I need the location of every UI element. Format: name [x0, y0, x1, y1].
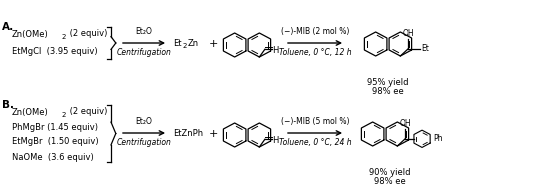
Text: +: + [208, 129, 218, 139]
Text: +: + [208, 39, 218, 49]
Text: H: H [272, 46, 279, 55]
Text: A.: A. [2, 22, 14, 32]
Text: OH: OH [402, 29, 414, 38]
Text: (−)-MIB (2 mol %): (−)-MIB (2 mol %) [281, 27, 349, 36]
Text: (−)-MIB (5 mol %): (−)-MIB (5 mol %) [281, 117, 349, 126]
Text: Et: Et [173, 40, 181, 48]
Text: OH: OH [400, 119, 411, 128]
Text: Ph: Ph [434, 134, 443, 143]
Text: Toluene, 0 °C, 12 h: Toluene, 0 °C, 12 h [279, 48, 352, 57]
Text: Toluene, 0 °C, 24 h: Toluene, 0 °C, 24 h [279, 138, 352, 147]
Text: (2 equiv): (2 equiv) [67, 29, 107, 38]
Text: 2: 2 [183, 43, 187, 49]
Text: EtZnPh: EtZnPh [173, 130, 203, 139]
Text: 90% yield: 90% yield [369, 168, 411, 177]
Text: Zn(OMe): Zn(OMe) [12, 107, 49, 117]
Text: Et₂O: Et₂O [136, 27, 152, 36]
Text: NaOMe  (3.6 equiv): NaOMe (3.6 equiv) [12, 152, 94, 162]
Text: 95% yield: 95% yield [367, 78, 409, 87]
Text: Zn(OMe): Zn(OMe) [12, 29, 49, 38]
Text: 98% ee: 98% ee [372, 87, 404, 96]
Text: Et₂O: Et₂O [136, 117, 152, 126]
Text: 2: 2 [62, 34, 66, 40]
Text: 98% ee: 98% ee [374, 177, 406, 185]
Text: H: H [272, 136, 279, 145]
Text: Et: Et [421, 44, 429, 53]
Text: 2: 2 [62, 112, 66, 118]
Text: B.: B. [2, 100, 14, 110]
Text: Centrifugation: Centrifugation [117, 48, 171, 57]
Text: (2 equiv): (2 equiv) [67, 107, 107, 117]
Text: EtMgBr  (1.50 equiv): EtMgBr (1.50 equiv) [12, 137, 99, 147]
Text: Centrifugation: Centrifugation [117, 138, 171, 147]
Text: EtMgCl  (3.95 equiv): EtMgCl (3.95 equiv) [12, 48, 98, 56]
Text: PhMgBr (1.45 equiv): PhMgBr (1.45 equiv) [12, 122, 98, 132]
Text: Zn: Zn [188, 40, 199, 48]
